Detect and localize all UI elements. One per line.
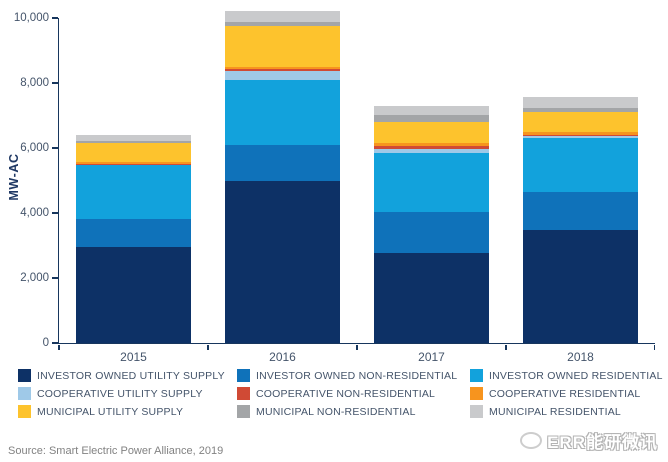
bar-slot (59, 18, 208, 343)
bar-segment (523, 192, 638, 230)
x-axis-tick (356, 345, 358, 350)
bar-slot (357, 18, 506, 343)
y-axis-tick-label: 10,000 (13, 12, 49, 24)
bar-segment (374, 149, 489, 154)
stacked-bar (374, 106, 489, 343)
watermark-text: ERR能研微讯 (547, 433, 658, 452)
x-axis-tick-label: 2017 (418, 350, 445, 364)
y-axis-tick-label: 2,000 (20, 272, 49, 284)
bar-segment (225, 79, 340, 145)
bar-segment (523, 107, 638, 112)
legend-item: COOPERATIVE UTILITY SUPPLY (18, 387, 237, 400)
x-axis-tick-label: 2016 (269, 350, 296, 364)
bar-segment (76, 164, 191, 165)
y-axis-title: MW-AC (7, 153, 21, 201)
y-axis-tick (52, 342, 58, 344)
x-axis-tick (505, 345, 507, 350)
bar-segment (76, 135, 191, 141)
legend-swatch-icon (470, 405, 483, 418)
bar-segment (76, 161, 191, 165)
bar-segment (374, 115, 489, 122)
bar-segment (225, 10, 340, 22)
watermark-logo-icon (520, 432, 543, 449)
y-axis-tick (52, 17, 58, 19)
stacked-bar (76, 135, 191, 343)
legend-label: INVESTOR OWNED RESIDENTIAL (489, 369, 663, 382)
legend-item: INVESTOR OWNED RESIDENTIAL (470, 369, 663, 382)
y-axis-tick-label: 4,000 (20, 207, 49, 219)
x-axis-tick-label: 2015 (120, 350, 147, 364)
legend-item: COOPERATIVE RESIDENTIAL (470, 387, 663, 400)
bar-segment (225, 144, 340, 181)
legend-label: COOPERATIVE NON-RESIDENTIAL (256, 387, 436, 400)
bar-segment (374, 153, 489, 212)
legend-item: MUNICIPAL NON-RESIDENTIAL (237, 405, 470, 418)
legend-item: MUNICIPAL UTILITY SUPPLY (18, 405, 237, 418)
stacked-bar (225, 10, 340, 343)
bar-segment (374, 146, 489, 149)
y-axis-tick-label: 8,000 (20, 77, 49, 89)
stacked-bar (523, 96, 638, 343)
legend-label: INVESTOR OWNED NON-RESIDENTIAL (256, 369, 458, 382)
x-axis-tick (653, 345, 655, 350)
bar-segment (225, 70, 340, 80)
y-axis-tick (52, 147, 58, 149)
watermark: ERR能研微讯 (520, 428, 658, 453)
legend-swatch-icon (237, 369, 250, 382)
bar-segment (76, 165, 191, 220)
legend-label: MUNICIPAL UTILITY SUPPLY (37, 405, 184, 418)
legend-swatch-icon (470, 369, 483, 382)
bar-segment (523, 229, 638, 343)
bar-segment (374, 106, 489, 116)
bar-segment (225, 21, 340, 26)
bar-segment (76, 143, 191, 162)
plot-area: 0 2,000 4,000 6,000 8,000 10,000 2015 2016 2017 2… (14, 10, 655, 364)
bar-segment (76, 219, 191, 248)
legend-swatch-icon (237, 387, 250, 400)
y-axis-tick-label: 0 (42, 337, 49, 349)
y-axis-tick (52, 82, 58, 84)
legend-label: COOPERATIVE UTILITY SUPPLY (37, 387, 203, 400)
bar-segment (76, 247, 191, 343)
bar-segment (225, 180, 340, 343)
y-axis-tick (52, 277, 58, 279)
bar-segment (76, 140, 191, 144)
bar-segment (374, 143, 489, 147)
x-axis-tick-label: 2018 (567, 350, 594, 364)
source-note: Source: Smart Electric Power Alliance, 2… (8, 445, 224, 457)
x-axis-tick (207, 345, 209, 350)
bar-segment (523, 136, 638, 138)
bar-segment (523, 137, 638, 193)
legend-swatch-icon (18, 369, 31, 382)
bar-segment (523, 132, 638, 135)
legend-label: MUNICIPAL NON-RESIDENTIAL (256, 405, 416, 418)
bar-segment (374, 211, 489, 254)
legend-swatch-icon (237, 405, 250, 418)
x-axis-tick (58, 345, 60, 350)
legend-swatch-icon (18, 405, 31, 418)
legend-label: MUNICIPAL RESIDENTIAL (489, 405, 621, 418)
legend-item: INVESTOR OWNED UTILITY SUPPLY (18, 369, 237, 382)
legend-item: INVESTOR OWNED NON-RESIDENTIAL (237, 369, 470, 382)
legend-item: MUNICIPAL RESIDENTIAL (470, 405, 663, 418)
bar-segment (374, 121, 489, 144)
bar-segment (225, 67, 340, 70)
legend-label: COOPERATIVE RESIDENTIAL (489, 387, 641, 400)
bar-segment (225, 25, 340, 68)
legend-swatch-icon (18, 387, 31, 400)
legend: INVESTOR OWNED UTILITY SUPPLY INVESTOR OW… (18, 369, 663, 418)
bar-segment (225, 69, 340, 71)
bar-slot (506, 18, 655, 343)
legend-item: COOPERATIVE NON-RESIDENTIAL (237, 387, 470, 400)
bar-segment (374, 253, 489, 343)
legend-label: INVESTOR OWNED UTILITY SUPPLY (37, 369, 225, 382)
y-axis-tick (52, 212, 58, 214)
legend-swatch-icon (470, 387, 483, 400)
bar-slot (208, 10, 357, 343)
bar-segment (523, 111, 638, 133)
bar-segment (523, 134, 638, 137)
y-axis-tick-label: 6,000 (20, 142, 49, 154)
bar-segment (523, 96, 638, 108)
